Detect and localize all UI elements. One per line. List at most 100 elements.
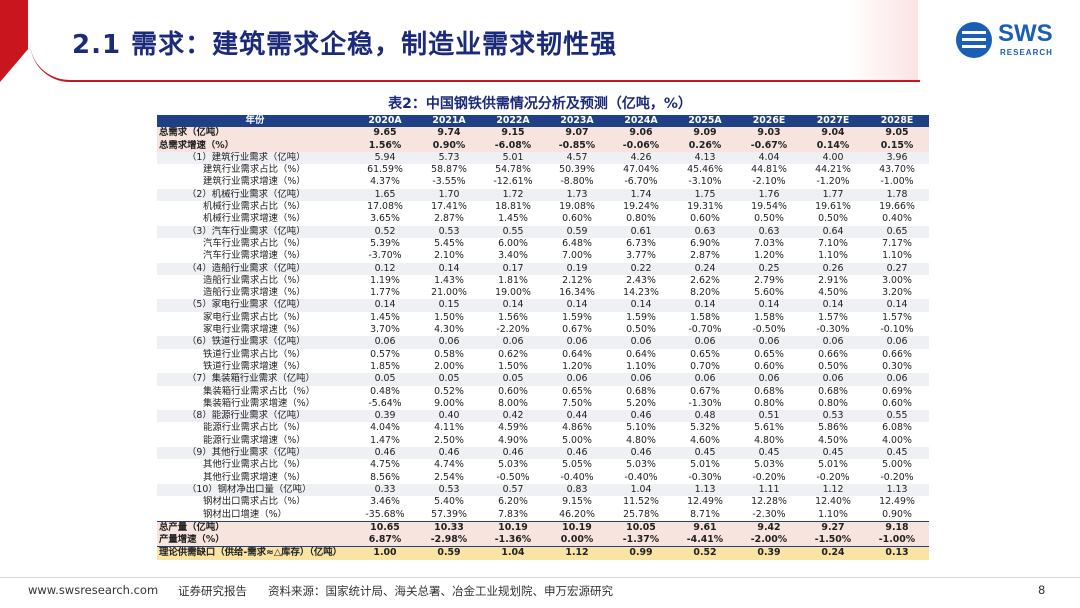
row-label: 家电行业需求占比（%） xyxy=(203,311,306,323)
table-cell: 0.60% xyxy=(562,213,592,225)
table-cell: 9.61 xyxy=(673,520,737,535)
table-cell: 5.00% xyxy=(562,434,592,446)
table-cell: 5.00% xyxy=(882,459,912,471)
table-cell: 0.46 xyxy=(417,447,481,460)
table-cell: 0.63 xyxy=(737,225,801,238)
row-label: 造船行业需求增速（%） xyxy=(203,287,306,299)
table-cell: -3.10% xyxy=(688,176,722,188)
table-cell: 0.24 xyxy=(673,262,737,275)
table-row: 家电行业需求增速（%） 3.70% 4.30% -2.20% 0.67% 0.50% -0.… xyxy=(157,324,929,336)
table-cell: 1.04 xyxy=(481,546,545,560)
table-cell: 0.65 xyxy=(865,225,929,238)
table-cell: 0.17 xyxy=(481,262,545,275)
table-cell: 0.59 xyxy=(417,546,481,560)
table-cell: 0.65% xyxy=(562,385,592,397)
table-cell: 1.12 xyxy=(801,483,865,497)
table-cell: 1.50% xyxy=(498,360,528,372)
table-cell: 5.86% xyxy=(818,422,848,434)
table-cell: 19.00% xyxy=(495,287,531,299)
table-cell: -6.08% xyxy=(481,139,545,152)
table-cell: -4.41% xyxy=(673,534,737,547)
table-cell: 0.14% xyxy=(801,139,865,152)
table-cell: 1.77% xyxy=(370,287,400,299)
table-cell: 0.59 xyxy=(545,225,609,238)
table-cell: -3.55% xyxy=(432,176,466,188)
table-cell: 0.06 xyxy=(673,336,737,349)
row-label: 能源行业需求占比（%） xyxy=(203,422,306,434)
row-label: 总需求（亿吨） xyxy=(157,127,353,140)
row-label: （10）钢材净出口量（亿吨） xyxy=(157,483,353,497)
table-cell: 0.52 xyxy=(673,546,737,560)
table-cell: 6.08% xyxy=(882,422,912,434)
row-label: （7）集装箱行业需求（亿吨） xyxy=(157,373,353,386)
row-label: 理论供需缺口（供给-需求≈△库存）（亿吨） xyxy=(157,546,353,560)
table-cell: 10.65 xyxy=(353,520,417,535)
table-cell: -0.20% xyxy=(752,471,786,483)
table-cell: 1.00 xyxy=(353,546,417,560)
table-cell: 9.27 xyxy=(801,520,865,535)
table-cell: 4.00 xyxy=(801,151,865,165)
table-cell: 0.83 xyxy=(545,483,609,497)
table-cell: 0.66% xyxy=(818,348,848,360)
table-cell: 44.81% xyxy=(751,164,787,176)
table-cell: 0.50% xyxy=(626,324,656,336)
table-cell: -35.68% xyxy=(365,508,405,520)
table-cell: 12.49% xyxy=(687,496,723,508)
table-row: 钢材出口增速（%） -35.68% 57.39% 7.83% 46.20% 25.78% 8… xyxy=(157,509,929,522)
table-cell: 7.83% xyxy=(498,508,528,520)
row-label: 机械行业需求占比（%） xyxy=(203,201,306,213)
row-label: （8）能源行业需求（亿吨） xyxy=(157,410,353,423)
row-label: 总产量（亿吨） xyxy=(157,520,353,535)
table-cell: 16.34% xyxy=(559,287,595,299)
table-cell: 0.12 xyxy=(353,262,417,275)
table-cell: 10.19 xyxy=(545,520,609,535)
table-cell: 8.20% xyxy=(690,287,720,299)
table-cell: 0.51 xyxy=(737,410,801,423)
table-row: 建筑行业需求增速（%） 4.37% -3.55% -12.61% -8.80% -6.70… xyxy=(157,176,929,188)
table-cell: 4.00% xyxy=(882,434,912,446)
table-cell: 9.05 xyxy=(865,127,929,140)
row-label: 产量增速（%） xyxy=(157,534,353,547)
table-row: （9）其他行业需求（亿吨） 0.46 0.46 0.46 0.46 0.46 0.45 0.4… xyxy=(157,447,929,460)
table-row: 铁道行业需求增速（%） 1.85% 2.00% 1.50% 1.20% 1.10% 0.70… xyxy=(157,361,929,373)
table-cell: 44.21% xyxy=(815,164,851,176)
table-cell: 0.52 xyxy=(353,225,417,238)
logo-globe-icon xyxy=(956,22,992,58)
table-cell: -0.20% xyxy=(880,471,914,483)
table-cell: 5.05% xyxy=(562,459,592,471)
table-cell: 0.45 xyxy=(737,447,801,460)
table-cell: 61.59% xyxy=(367,164,403,176)
column-header-year: 2020A xyxy=(353,115,417,128)
table-cell: 0.65% xyxy=(690,348,720,360)
table-cell: -1.00% xyxy=(880,176,914,188)
table-cell: 0.46 xyxy=(353,447,417,460)
table-cell: 0.63 xyxy=(673,225,737,238)
footer-source: 资料来源：国家统计局、海关总署、冶金工业规划院、申万宏源研究 xyxy=(268,584,613,598)
table-cell: 6.90% xyxy=(690,237,720,249)
footer-url[interactable]: www.swsresearch.com xyxy=(28,583,159,597)
table-cell: 3.70% xyxy=(370,324,400,336)
column-header-year: 2025A xyxy=(673,115,737,128)
table-cell: 0.05 xyxy=(353,373,417,386)
table-cell: -1.36% xyxy=(481,534,545,547)
table-cell: 5.20% xyxy=(626,397,656,409)
table-cell: 4.11% xyxy=(434,422,464,434)
table-cell: 1.81% xyxy=(498,274,528,286)
table-cell: -0.70% xyxy=(688,324,722,336)
table-cell: 1.74 xyxy=(609,188,673,202)
table-cell: 10.05 xyxy=(609,520,673,535)
table-cell: -2.98% xyxy=(417,534,481,547)
table-cell: 3.77% xyxy=(626,250,656,262)
table-cell: 0.30% xyxy=(882,360,912,372)
table-cell: -0.10% xyxy=(880,324,914,336)
table-row: 总需求（亿吨） 9.65 9.74 9.15 9.07 9.06 9.09 9.03 9.04 9… xyxy=(157,127,929,140)
footer: www.swsresearch.com 证券研究报告 资料来源：国家统计局、海关… xyxy=(0,581,1080,608)
table-cell: 5.60% xyxy=(754,287,784,299)
table-cell: 1.72 xyxy=(481,188,545,202)
table-cell: 0.68% xyxy=(754,385,784,397)
table-cell: 0.44 xyxy=(545,410,609,423)
table-cell: 0.45 xyxy=(865,447,929,460)
table-cell: 0.46 xyxy=(481,447,545,460)
row-label: 机械行业需求增速（%） xyxy=(203,213,306,225)
table-cell: 1.58% xyxy=(690,311,720,323)
